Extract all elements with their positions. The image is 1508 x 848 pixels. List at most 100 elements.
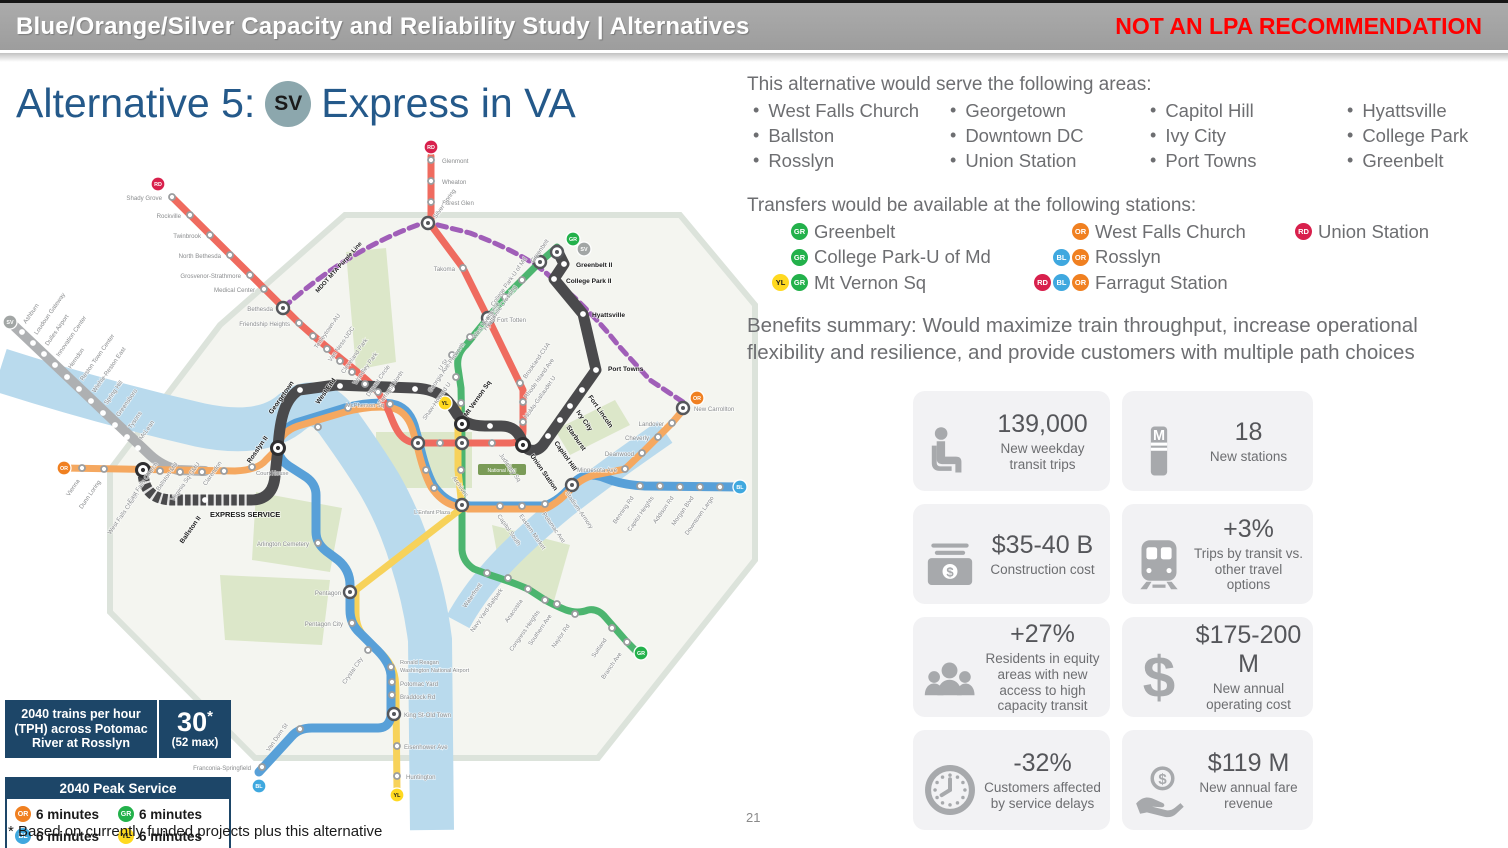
station-dot [78, 464, 86, 472]
terminal-badge-text: RD [427, 145, 435, 151]
stat-label: Residents in equity areas with new acces… [985, 651, 1100, 714]
station-dot [436, 439, 444, 447]
station-dot [483, 569, 491, 577]
terminal-badge-text: YL [442, 401, 450, 407]
interchange-dot-center [392, 712, 396, 716]
transfer-station-label: West Falls Church [1095, 220, 1246, 242]
station-label: Franconia-Springfield [193, 765, 251, 772]
station-dot [393, 742, 401, 750]
station-dot [248, 463, 256, 471]
bl-terminal-badge [251, 778, 267, 794]
station-dot [553, 600, 561, 608]
serve-area-label: Capitol Hill [1165, 99, 1254, 121]
terminal-badge-text: OR [60, 466, 68, 472]
yl-terminal-badge [437, 395, 453, 411]
stat-card: 139,000 New weekday transit trips [913, 391, 1110, 491]
peak-headway-label: 6 minutes [139, 828, 203, 844]
stat-label: New stations [1209, 448, 1288, 464]
gr-line-badge: GR [118, 806, 134, 822]
station-label: North Bethesda [179, 253, 222, 260]
stat-card: +27% Residents in equity areas with new a… [913, 617, 1110, 717]
station-label: Court House [256, 471, 289, 477]
interchange-dot-center [570, 483, 574, 487]
peak-service-row: YL 6 minutes [118, 828, 221, 844]
station-dot [156, 467, 164, 475]
station-label: Pentagon City [305, 621, 344, 628]
stat-label: New annual operating cost [1206, 681, 1291, 712]
express-station-dot [412, 386, 418, 392]
express-station-dot [135, 445, 141, 451]
station-dot [258, 763, 266, 771]
serve-area-item: • Downtown DC [950, 123, 1150, 148]
clock-icon [919, 748, 981, 826]
stat-card: $ $119 M New annual fare revenue [1122, 730, 1313, 830]
serve-area-item: • Ivy City [1150, 123, 1347, 148]
bullet-icon: • [1347, 150, 1354, 170]
serve-area-item: • Rosslyn [753, 148, 950, 173]
express-station-dot [389, 386, 395, 392]
express-station-dot [88, 398, 94, 404]
express-interchange-dot-center [459, 421, 465, 427]
serve-area-label: Ballston [768, 124, 835, 146]
peak-headway-label: 6 minutes [139, 806, 203, 822]
page-number: 21 [746, 810, 761, 825]
station-dot [387, 663, 395, 671]
station-dot [314, 423, 322, 431]
station-label: Minnesota Ave [577, 467, 617, 474]
station-dot [427, 156, 435, 164]
bullet-icon: • [950, 125, 957, 145]
station-dot [654, 433, 662, 441]
station-label: Pentagon [315, 590, 341, 597]
gr-terminal-badge [565, 231, 581, 247]
dollar-sign-icon: $ [1128, 635, 1190, 713]
stat-text: 139,000 New weekday transit trips [983, 410, 1102, 472]
stat-text: $175-200 M New annual operating cost [1192, 621, 1305, 712]
station-label: Deanwood [605, 451, 634, 458]
page-title: Blue/Orange/Silver Capacity and Reliabil… [16, 12, 750, 40]
bullet-icon: • [753, 125, 760, 145]
stat-value: $35-40 B [991, 530, 1094, 559]
station-dot [524, 585, 532, 593]
bullet-icon: • [950, 150, 957, 170]
transfer-station: GR College Park-U of Md [760, 245, 991, 271]
stat-card: $ $175-200 M New annual operating cost [1122, 617, 1313, 717]
station-label: Twinbrook [173, 233, 202, 240]
station-label: Ronald Reagan [400, 660, 439, 666]
lpa-warning: NOT AN LPA RECOMMENDATION [1115, 13, 1482, 39]
express-station-dot [297, 387, 303, 393]
serve-area-item: • Greenbelt [1347, 148, 1497, 173]
transfer-station-label: Rosslyn [1095, 246, 1161, 268]
station-dot [323, 345, 331, 353]
station-dot [504, 574, 512, 582]
station-dot [168, 193, 176, 201]
express-interchange-dot-center [520, 442, 526, 448]
station-label: Friendship Heights [239, 321, 290, 328]
station-label: Cheverly [625, 435, 650, 442]
station-dot [361, 380, 369, 388]
station-dot [344, 404, 352, 412]
station-dot [364, 646, 372, 654]
bullet-icon: • [1347, 125, 1354, 145]
serve-area-label: Rosslyn [768, 149, 835, 171]
station-label: College Park II [566, 278, 612, 285]
serve-area-label: Georgetown [965, 99, 1067, 121]
station-label: Landover [639, 421, 664, 428]
station-dot [516, 379, 524, 387]
stat-text: 18 New stations [1192, 418, 1305, 465]
station-dot [638, 449, 646, 457]
station-dot [314, 539, 322, 547]
svg-text:$: $ [946, 564, 954, 579]
interchange-dot-center [555, 250, 559, 254]
stat-value: 139,000 [997, 409, 1088, 438]
station-label: Ashburn [22, 303, 41, 326]
header-bar: Blue/Orange/Silver Capacity and Reliabil… [0, 0, 1508, 62]
express-interchange-dot-center [275, 445, 281, 451]
express-station-dot [567, 403, 573, 409]
station-label: Grosvenor-Strathmore [180, 273, 241, 280]
station-dot [496, 502, 504, 510]
serve-area-item: • Hyattsville [1347, 98, 1497, 123]
serve-area-item: • West Falls Church [753, 98, 950, 123]
stat-text: -32% Customers affected by service delays [983, 749, 1102, 811]
svg-text:$: $ [1158, 771, 1167, 788]
or-line-badge: OR [1072, 248, 1089, 266]
